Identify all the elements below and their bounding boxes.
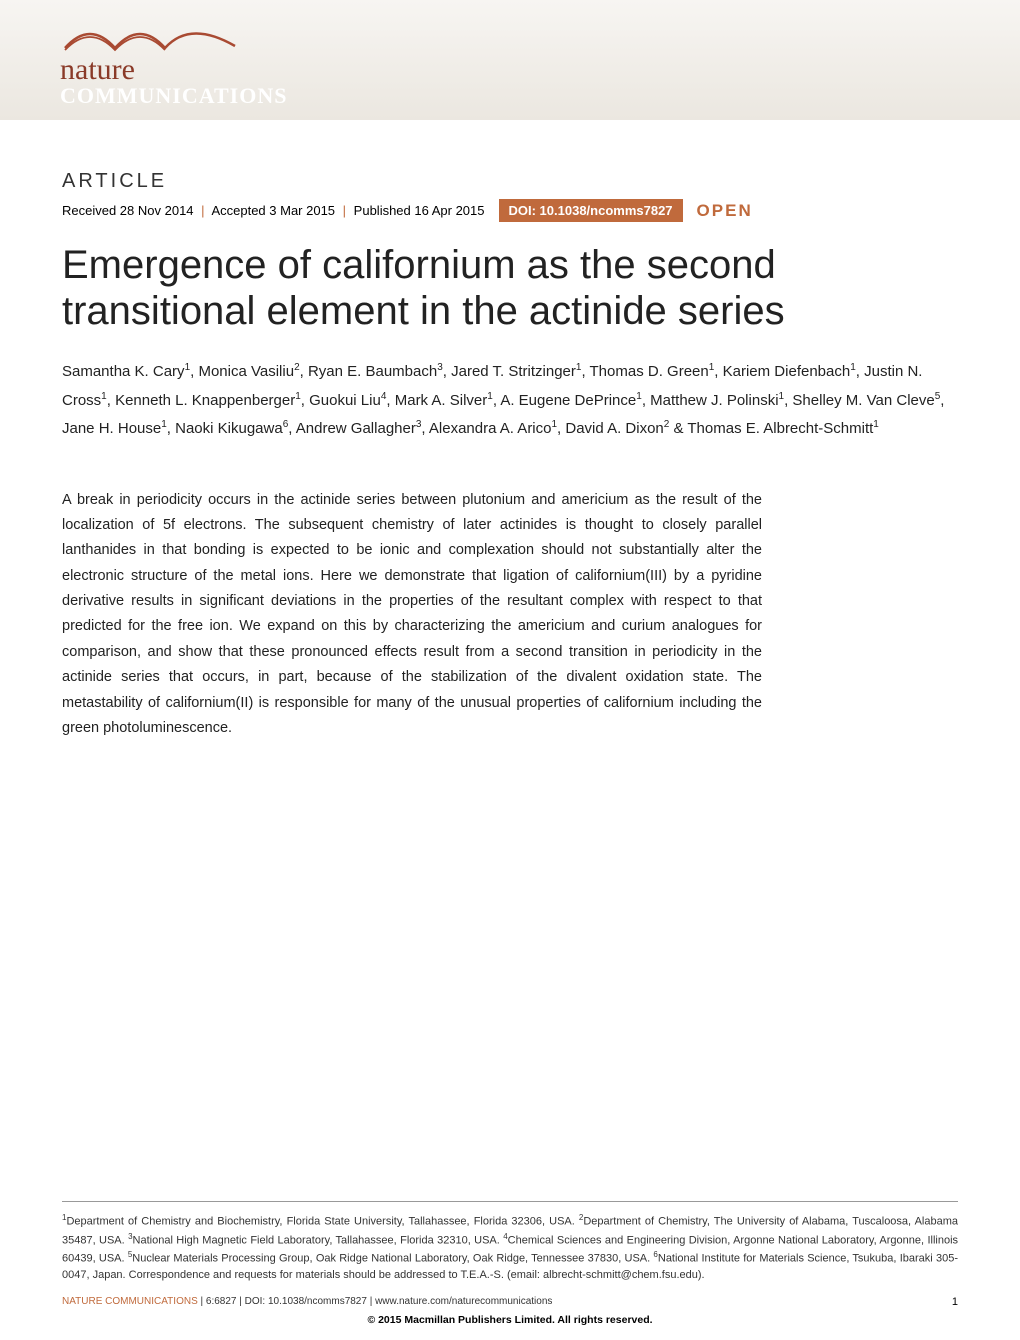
logo-text-nature: nature xyxy=(60,53,1020,87)
footer-citation-text: | 6:6827 | DOI: 10.1038/ncomms7827 | www… xyxy=(198,1296,553,1307)
logo-text-communications: COMMUNICATIONS xyxy=(60,83,1020,109)
date-separator: | xyxy=(339,203,350,218)
accepted-date: Accepted 3 Mar 2015 xyxy=(211,203,335,218)
doi-badge: DOI: 10.1038/ncomms7827 xyxy=(499,199,683,222)
abstract-text: A break in periodicity occurs in the act… xyxy=(62,488,762,742)
affiliations-text: 1Department of Chemistry and Biochemistr… xyxy=(62,1212,958,1284)
footer-citation-line: NATURE COMMUNICATIONS | 6:6827 | DOI: 10… xyxy=(62,1296,958,1308)
journal-banner: nature COMMUNICATIONS xyxy=(0,0,1020,120)
affiliations-rule xyxy=(62,1201,958,1202)
received-date: Received 28 Nov 2014 xyxy=(62,203,194,218)
date-separator: | xyxy=(197,203,208,218)
logo-swoosh-icon xyxy=(60,18,240,54)
page-number: 1 xyxy=(952,1296,958,1308)
article-dates: Received 28 Nov 2014 | Accepted 3 Mar 20… xyxy=(62,203,485,218)
affiliations-block: 1Department of Chemistry and Biochemistr… xyxy=(62,1201,958,1284)
article-content: ARTICLE Received 28 Nov 2014 | Accepted … xyxy=(0,120,1020,741)
open-access-badge: OPEN xyxy=(697,201,753,221)
author-list: Samantha K. Cary1, Monica Vasiliu2, Ryan… xyxy=(62,358,958,444)
article-title: Emergence of californium as the second t… xyxy=(62,242,958,334)
published-date: Published 16 Apr 2015 xyxy=(354,203,485,218)
footer-copyright: © 2015 Macmillan Publishers Limited. All… xyxy=(62,1314,958,1326)
article-label: ARTICLE xyxy=(62,170,958,193)
footer-publication: NATURE COMMUNICATIONS xyxy=(62,1296,198,1307)
footer-citation: NATURE COMMUNICATIONS | 6:6827 | DOI: 10… xyxy=(62,1296,552,1308)
journal-logo: nature COMMUNICATIONS xyxy=(60,18,1020,109)
article-meta-row: Received 28 Nov 2014 | Accepted 3 Mar 20… xyxy=(62,199,958,222)
page-footer: NATURE COMMUNICATIONS | 6:6827 | DOI: 10… xyxy=(62,1296,958,1326)
